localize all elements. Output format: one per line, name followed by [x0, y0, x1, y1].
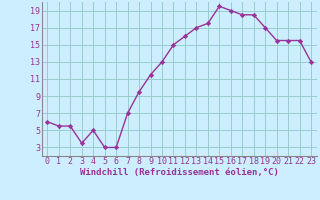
X-axis label: Windchill (Refroidissement éolien,°C): Windchill (Refroidissement éolien,°C) [80, 168, 279, 177]
